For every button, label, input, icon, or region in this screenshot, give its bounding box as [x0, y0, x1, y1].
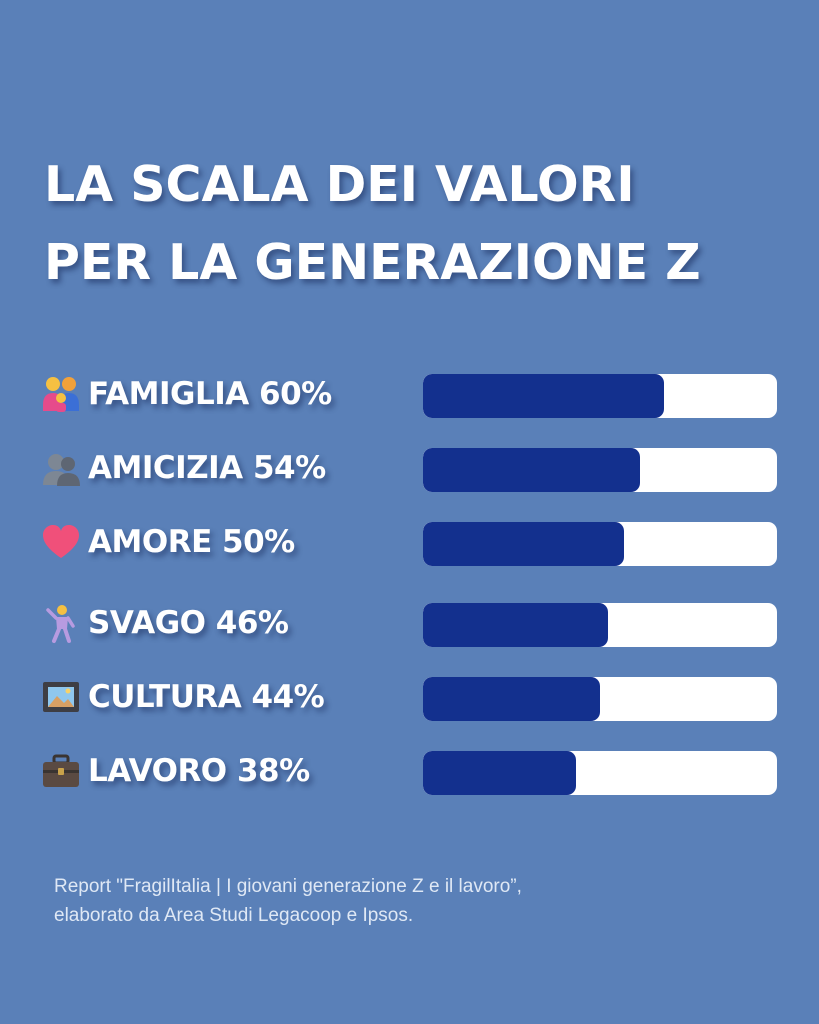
bar-fill-svago [423, 603, 608, 647]
bar-fill-famiglia [423, 374, 664, 418]
title-line-2: PER LA GENERAZIONE Z [44, 234, 701, 291]
bar-track [423, 448, 777, 492]
bar-track [423, 522, 777, 566]
page-title: LA SCALA DEI VALORI PER LA GENERAZIONE Z [44, 146, 804, 302]
heart-icon [40, 521, 82, 563]
bar-label-cultura: CULTURA 44% [40, 675, 325, 719]
people-silhouette-icon [40, 447, 82, 489]
bar-label-text: LAVORO 38% [88, 753, 310, 789]
source-line-1: Report "FragilItalia | I giovani generaz… [54, 876, 522, 897]
bar-label-svago: SVAGO 46% [40, 601, 289, 645]
bar-row-famiglia: FAMIGLIA 60% [40, 368, 780, 418]
bar-label-text: AMICIZIA 54% [88, 450, 326, 486]
source-line-2: elaborato da Area Studi Legacoop e Ipsos… [54, 905, 414, 926]
bar-row-cultura: CULTURA 44% [40, 671, 780, 721]
bar-track [423, 374, 777, 418]
framed-picture-icon [40, 676, 82, 718]
briefcase-icon [40, 750, 82, 792]
bar-track [423, 677, 777, 721]
source-note: Report "FragilItalia | I giovani generaz… [54, 872, 774, 930]
bar-row-lavoro: LAVORO 38% [40, 745, 780, 795]
bar-fill-amore [423, 522, 624, 566]
bar-row-amicizia: AMICIZIA 54% [40, 442, 780, 492]
bar-label-famiglia: FAMIGLIA 60% [40, 372, 332, 416]
bar-label-text: SVAGO 46% [88, 605, 289, 641]
bar-label-amore: AMORE 50% [40, 520, 295, 564]
bar-track [423, 751, 777, 795]
family-icon [40, 373, 82, 415]
bar-fill-cultura [423, 677, 600, 721]
bar-label-text: CULTURA 44% [88, 679, 325, 715]
bar-fill-amicizia [423, 448, 640, 492]
bar-fill-lavoro [423, 751, 576, 795]
bar-label-lavoro: LAVORO 38% [40, 749, 310, 793]
bar-label-amicizia: AMICIZIA 54% [40, 446, 326, 490]
dancer-icon [40, 602, 82, 644]
title-line-1: LA SCALA DEI VALORI [44, 156, 635, 213]
bar-label-text: AMORE 50% [88, 524, 295, 560]
bar-label-text: FAMIGLIA 60% [88, 376, 332, 412]
bar-track [423, 603, 777, 647]
bar-row-amore: AMORE 50% [40, 516, 780, 566]
bar-row-svago: SVAGO 46% [40, 597, 780, 647]
